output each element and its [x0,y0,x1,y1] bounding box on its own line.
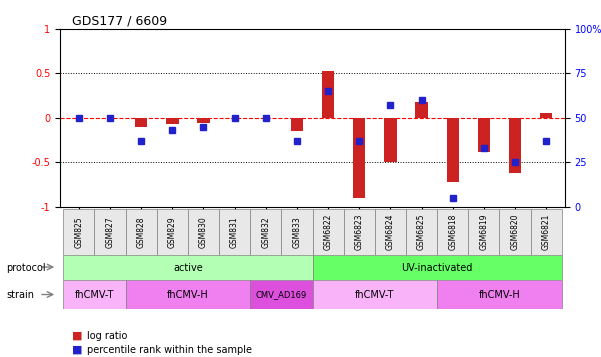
Text: fhCMV-H: fhCMV-H [478,290,520,300]
Text: fhCMV-H: fhCMV-H [167,290,209,300]
Bar [322,71,334,118]
Bar [478,118,490,152]
Text: GSM828: GSM828 [136,216,145,248]
Text: CMV_AD169: CMV_AD169 [256,290,307,299]
Text: ■: ■ [72,331,82,341]
Bar [384,118,397,162]
Text: log ratio: log ratio [87,331,127,341]
Bar [415,102,428,118]
Bar [447,118,459,182]
FancyBboxPatch shape [406,209,437,255]
Text: active: active [173,263,203,273]
Text: GSM833: GSM833 [293,216,302,248]
FancyBboxPatch shape [437,280,562,309]
Bar [353,118,365,198]
Bar [135,118,147,127]
Bar [509,118,521,173]
Bar [166,118,178,124]
Text: GSM6822: GSM6822 [323,214,332,250]
Text: GSM6818: GSM6818 [448,214,457,250]
FancyBboxPatch shape [63,209,94,255]
Text: fhCMV-T: fhCMV-T [75,290,114,300]
FancyBboxPatch shape [157,209,188,255]
Text: GSM825: GSM825 [75,216,84,248]
FancyBboxPatch shape [188,209,219,255]
Text: ■: ■ [72,345,82,355]
FancyBboxPatch shape [281,209,313,255]
FancyBboxPatch shape [313,255,562,280]
Text: GSM6820: GSM6820 [511,214,520,250]
Text: GSM6819: GSM6819 [480,214,489,250]
FancyBboxPatch shape [468,209,499,255]
Text: percentile rank within the sample: percentile rank within the sample [87,345,252,355]
Text: GSM830: GSM830 [199,216,208,248]
FancyBboxPatch shape [499,209,531,255]
Text: GSM827: GSM827 [105,216,114,248]
Bar [540,114,552,118]
FancyBboxPatch shape [375,209,406,255]
Text: GSM829: GSM829 [168,216,177,248]
FancyBboxPatch shape [250,209,281,255]
FancyBboxPatch shape [126,209,157,255]
Bar [291,118,303,131]
FancyBboxPatch shape [250,280,313,309]
Text: GDS177 / 6609: GDS177 / 6609 [72,14,167,27]
FancyBboxPatch shape [219,209,250,255]
FancyBboxPatch shape [531,209,562,255]
Text: GSM6824: GSM6824 [386,214,395,250]
FancyBboxPatch shape [437,209,468,255]
Bar [197,118,210,123]
Text: protocol: protocol [6,263,46,273]
Text: GSM6821: GSM6821 [542,214,551,250]
FancyBboxPatch shape [63,280,126,309]
FancyBboxPatch shape [94,209,126,255]
FancyBboxPatch shape [313,209,344,255]
Text: GSM6825: GSM6825 [417,214,426,250]
Text: GSM832: GSM832 [261,216,270,248]
Text: GSM831: GSM831 [230,216,239,248]
Text: UV-inactivated: UV-inactivated [401,263,473,273]
Text: GSM6823: GSM6823 [355,214,364,250]
Text: strain: strain [6,290,34,300]
Text: fhCMV-T: fhCMV-T [355,290,394,300]
FancyBboxPatch shape [63,255,313,280]
FancyBboxPatch shape [313,280,437,309]
FancyBboxPatch shape [344,209,375,255]
FancyBboxPatch shape [126,280,250,309]
